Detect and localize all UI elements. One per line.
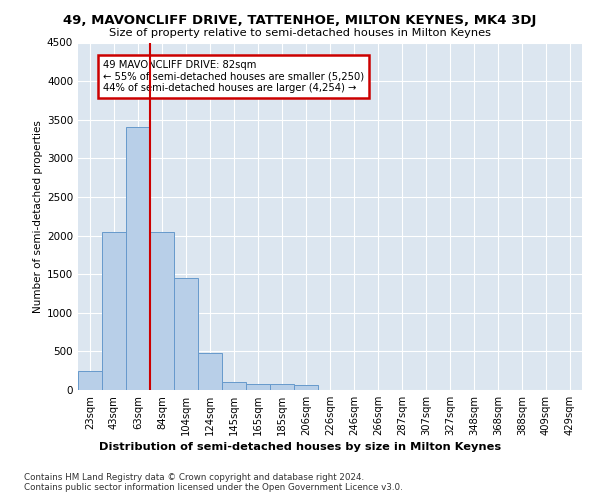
Bar xyxy=(246,384,270,390)
Text: 49 MAVONCLIFF DRIVE: 82sqm
← 55% of semi-detached houses are smaller (5,250)
44%: 49 MAVONCLIFF DRIVE: 82sqm ← 55% of semi… xyxy=(103,60,364,94)
Text: Contains HM Land Registry data © Crown copyright and database right 2024.: Contains HM Land Registry data © Crown c… xyxy=(24,472,364,482)
Text: Size of property relative to semi-detached houses in Milton Keynes: Size of property relative to semi-detach… xyxy=(109,28,491,38)
Bar xyxy=(198,353,222,390)
Y-axis label: Number of semi-detached properties: Number of semi-detached properties xyxy=(33,120,43,312)
Bar xyxy=(78,370,102,390)
Bar xyxy=(294,386,318,390)
Bar xyxy=(270,384,294,390)
Bar xyxy=(102,232,126,390)
Bar xyxy=(126,128,150,390)
Text: 49, MAVONCLIFF DRIVE, TATTENHOE, MILTON KEYNES, MK4 3DJ: 49, MAVONCLIFF DRIVE, TATTENHOE, MILTON … xyxy=(64,14,536,27)
Text: Contains public sector information licensed under the Open Government Licence v3: Contains public sector information licen… xyxy=(24,484,403,492)
Bar xyxy=(222,382,246,390)
Bar xyxy=(150,232,174,390)
Bar xyxy=(174,278,198,390)
Text: Distribution of semi-detached houses by size in Milton Keynes: Distribution of semi-detached houses by … xyxy=(99,442,501,452)
